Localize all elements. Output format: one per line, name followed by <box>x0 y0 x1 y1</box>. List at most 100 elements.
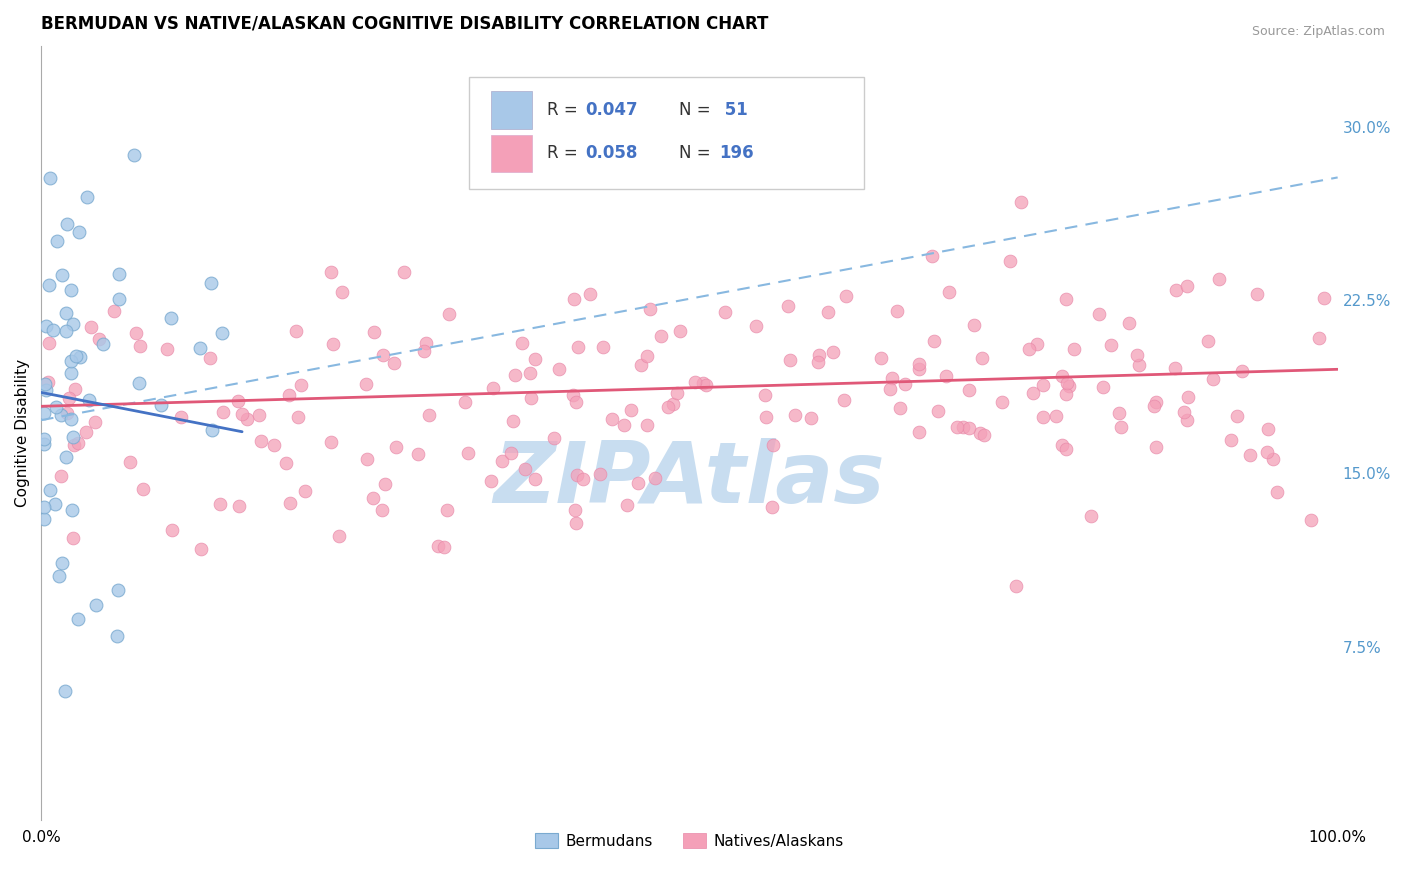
Point <box>60 503 83 517</box>
Point <box>572 472 595 486</box>
Point <box>190 541 212 556</box>
Point <box>908 357 931 371</box>
Point <box>49 468 72 483</box>
Point <box>236 411 259 425</box>
Point <box>35 383 58 397</box>
Point <box>457 446 479 460</box>
Point <box>1026 337 1049 351</box>
Point <box>1018 342 1040 356</box>
Point <box>524 352 547 367</box>
Point <box>65 382 87 396</box>
Point <box>208 497 231 511</box>
Point <box>1177 413 1199 427</box>
Point <box>666 385 689 400</box>
Point <box>1063 342 1085 356</box>
Point <box>89 332 111 346</box>
Point <box>1197 334 1219 348</box>
Point <box>32 406 55 420</box>
Point <box>394 265 416 279</box>
Point <box>321 435 343 450</box>
Point <box>62 531 84 545</box>
Text: Source: ZipAtlas.com: Source: ZipAtlas.com <box>1251 25 1385 38</box>
Point <box>907 425 929 439</box>
Point <box>53 683 76 698</box>
Text: N =: N = <box>679 145 716 162</box>
Point <box>779 353 801 368</box>
Point <box>108 292 131 306</box>
Point <box>66 612 89 626</box>
Point <box>287 409 309 424</box>
Point <box>51 268 73 282</box>
Point <box>363 326 385 340</box>
Point <box>519 366 541 380</box>
Point <box>513 462 536 476</box>
Point <box>34 377 56 392</box>
Point <box>1010 194 1032 209</box>
Point <box>436 503 458 517</box>
Point <box>1177 278 1199 293</box>
Point <box>125 326 148 340</box>
Point <box>991 395 1014 409</box>
Point <box>278 388 301 402</box>
Point <box>1118 316 1140 330</box>
Point <box>1308 331 1330 345</box>
Point <box>84 415 107 429</box>
Point <box>62 438 84 452</box>
Point <box>1142 399 1164 413</box>
Point <box>66 435 89 450</box>
Point <box>922 334 945 349</box>
Point <box>190 341 212 355</box>
Y-axis label: Cognitive Disability: Cognitive Disability <box>15 359 30 507</box>
Point <box>1232 364 1254 378</box>
Point <box>200 351 222 365</box>
Text: N =: N = <box>679 101 716 119</box>
Point <box>685 376 707 390</box>
Point <box>627 475 650 490</box>
Point <box>1144 441 1167 455</box>
Point <box>1144 395 1167 409</box>
Point <box>56 218 79 232</box>
Point <box>1056 442 1078 456</box>
Point <box>762 438 785 452</box>
Point <box>1263 452 1285 467</box>
Point <box>437 307 460 321</box>
Point <box>565 395 588 409</box>
Point <box>783 408 806 422</box>
Point <box>869 351 891 365</box>
Text: 0.058: 0.058 <box>586 145 638 162</box>
Point <box>91 336 114 351</box>
Point <box>638 302 661 317</box>
Point <box>800 410 823 425</box>
Point <box>501 446 523 460</box>
Point <box>247 408 270 422</box>
Point <box>285 324 308 338</box>
Point <box>520 391 543 405</box>
Point <box>105 629 128 643</box>
Point <box>713 305 735 319</box>
Point <box>880 370 903 384</box>
Point <box>39 170 62 185</box>
Point <box>644 471 666 485</box>
Point <box>59 284 82 298</box>
Point <box>75 425 97 440</box>
Legend: Bermudans, Natives/Alaskans: Bermudans, Natives/Alaskans <box>529 827 851 855</box>
Point <box>1080 509 1102 524</box>
Point <box>228 499 250 513</box>
Point <box>834 289 856 303</box>
Point <box>35 318 58 333</box>
Point <box>1054 292 1077 306</box>
Point <box>565 516 588 530</box>
Point <box>354 376 377 391</box>
Point <box>479 475 502 489</box>
Point <box>80 319 103 334</box>
Point <box>602 412 624 426</box>
Point <box>935 368 957 383</box>
Point <box>908 362 931 376</box>
Text: 0.047: 0.047 <box>586 101 638 119</box>
Point <box>613 418 636 433</box>
Point <box>263 438 285 452</box>
Point <box>201 424 224 438</box>
Point <box>418 408 440 422</box>
Point <box>592 340 614 354</box>
Point <box>692 376 714 390</box>
